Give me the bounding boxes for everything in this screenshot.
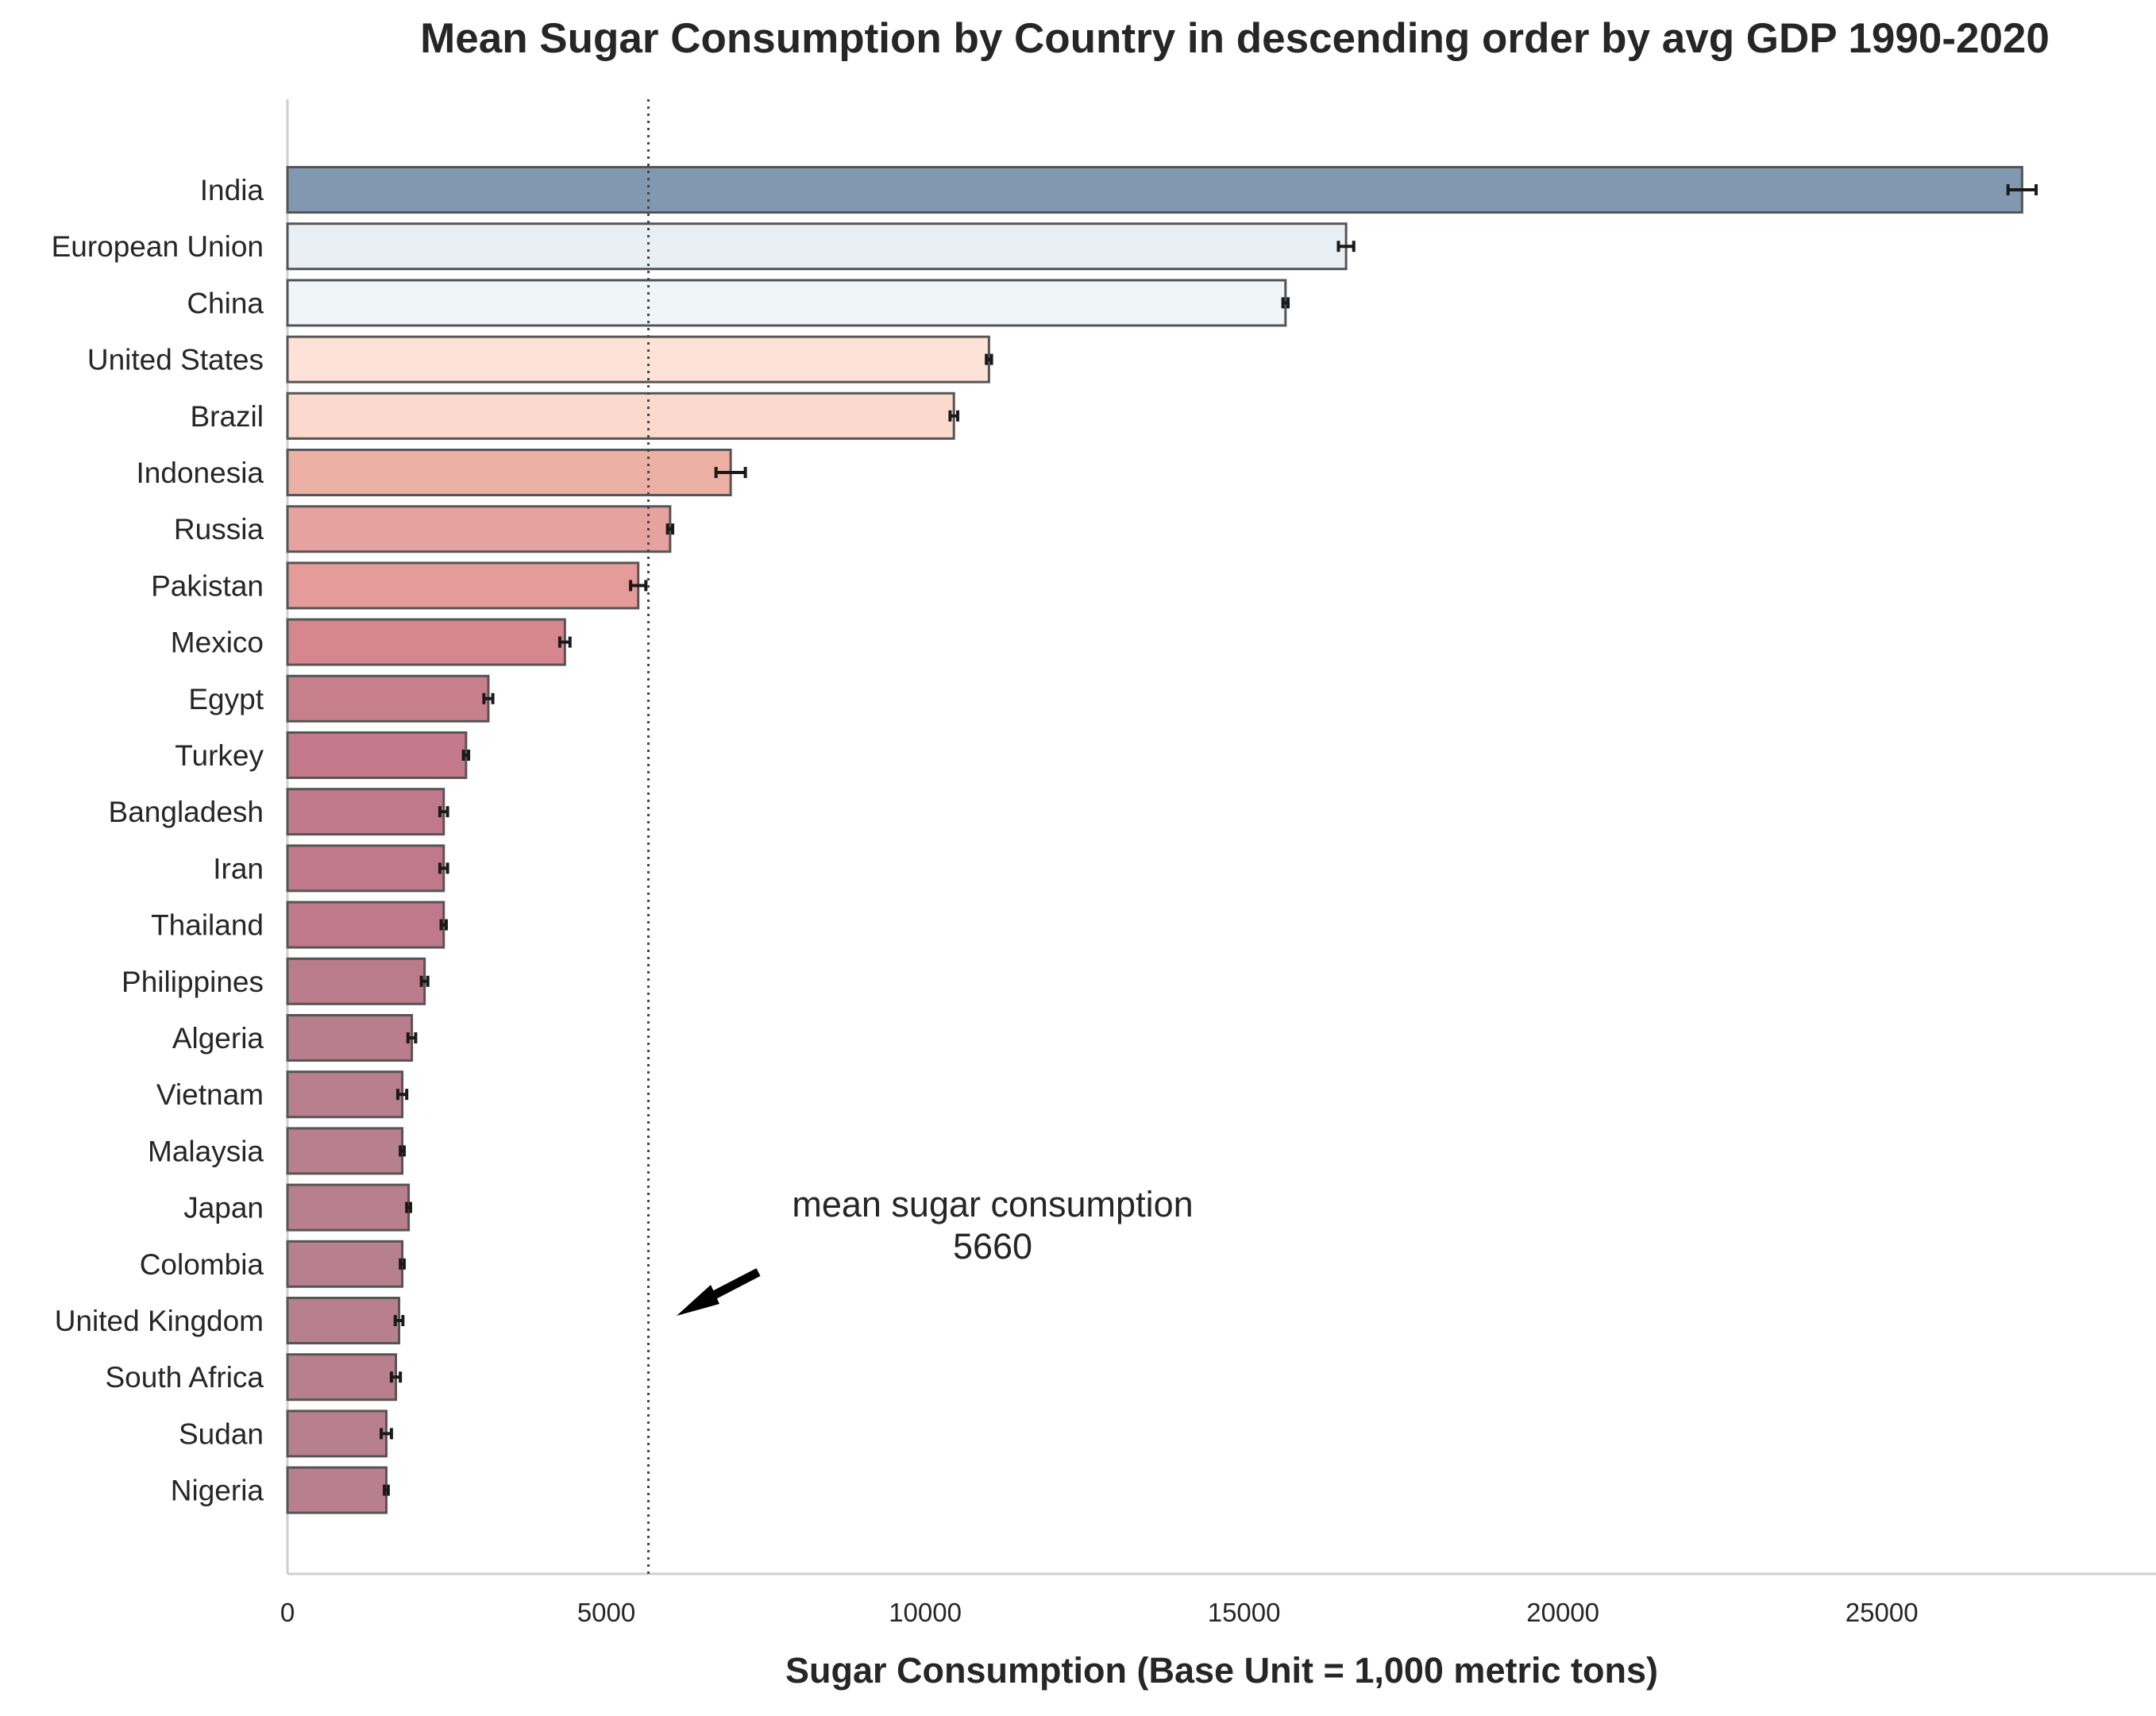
- y-tick-label-indonesia: Indonesia: [137, 457, 264, 489]
- error-bar-indonesia: [714, 467, 747, 478]
- y-tick-label-european-union: European Union: [52, 230, 264, 263]
- bar-united-kingdom: [286, 1297, 401, 1344]
- bar-colombia: [286, 1240, 404, 1288]
- error-bar-nigeria: [383, 1484, 390, 1496]
- x-tick-label-5000: 5000: [577, 1598, 635, 1627]
- error-bar-india: [2006, 184, 2038, 195]
- y-tick-label-bangladesh: Bangladesh: [109, 796, 264, 828]
- error-bar-russia: [665, 523, 675, 535]
- x-tick-label-10000: 10000: [889, 1598, 962, 1627]
- bar-sudan: [286, 1409, 388, 1458]
- bar-mexico: [286, 618, 566, 666]
- error-bar-japan: [405, 1201, 412, 1213]
- bar-united-states: [286, 335, 990, 384]
- error-bar-colombia: [399, 1258, 406, 1270]
- error-bar-united-states: [985, 353, 993, 365]
- y-tick-label-nigeria: Nigeria: [171, 1475, 264, 1507]
- error-bar-bangladesh: [438, 806, 449, 818]
- error-bar-south-africa: [389, 1371, 403, 1383]
- bar-egypt: [286, 674, 490, 723]
- mean-annotation: mean sugar consumption 5660: [715, 1183, 1271, 1267]
- bar-china: [286, 279, 1287, 327]
- y-tick-label-sudan: Sudan: [179, 1417, 264, 1450]
- y-tick-label-thailand: Thailand: [151, 909, 264, 942]
- error-bar-european-union: [1336, 241, 1356, 253]
- error-bar-mexico: [557, 636, 572, 648]
- bar-thailand: [286, 900, 445, 949]
- x-tick-labels: 0 5000 10000 15000 20000 25000: [280, 1598, 1919, 1627]
- y-tick-label-mexico: Mexico: [171, 627, 264, 659]
- y-tick-label-russia: Russia: [174, 513, 264, 546]
- bar-bangladesh: [286, 788, 445, 836]
- bars-layer: [286, 166, 2023, 1514]
- x-tick-label-20000: 20000: [1526, 1598, 1599, 1627]
- bar-pakistan: [286, 561, 640, 610]
- error-bar-brazil: [948, 410, 960, 422]
- y-tick-label-japan: Japan: [183, 1192, 264, 1224]
- y-tick-label-south-africa: South Africa: [105, 1361, 264, 1394]
- error-bar-pakistan: [629, 580, 648, 592]
- annotation-line-2: 5660: [952, 1226, 1033, 1267]
- bar-vietnam: [286, 1070, 404, 1119]
- x-tick-label-15000: 15000: [1208, 1598, 1281, 1627]
- annotation-line-1: mean sugar consumption: [792, 1184, 1194, 1224]
- chart-title: Mean Sugar Consumption by Country in des…: [420, 15, 2050, 62]
- y-tick-label-brazil: Brazil: [190, 400, 264, 433]
- error-bar-vietnam: [395, 1089, 409, 1101]
- bar-russia: [286, 505, 672, 553]
- y-tick-label-malaysia: Malaysia: [148, 1135, 264, 1167]
- error-bars-layer: [380, 184, 2038, 1496]
- bar-south-africa: [286, 1353, 398, 1402]
- bar-european-union: [286, 222, 1348, 271]
- error-bar-united-kingdom: [393, 1315, 405, 1326]
- y-tick-label-vietnam: Vietnam: [156, 1078, 264, 1111]
- y-tick-label-colombia: Colombia: [140, 1248, 264, 1281]
- error-bar-egypt: [482, 692, 495, 704]
- bar-philippines: [286, 957, 426, 1005]
- y-tick-label-india: India: [200, 174, 264, 206]
- y-tick-label-philippines: Philippines: [121, 966, 264, 998]
- x-tick-label-0: 0: [280, 1598, 295, 1627]
- error-bar-thailand: [439, 919, 448, 931]
- bar-turkey: [286, 731, 468, 779]
- bar-japan: [286, 1183, 411, 1232]
- x-axis-label: Sugar Consumption (Base Unit = 1,000 met…: [785, 1650, 1658, 1691]
- y-tick-label-pakistan: Pakistan: [151, 569, 264, 602]
- bar-indonesia: [286, 449, 732, 496]
- bar-india: [286, 166, 2023, 214]
- error-bar-sudan: [380, 1428, 393, 1440]
- error-bar-turkey: [461, 750, 471, 761]
- y-tick-label-egypt: Egypt: [188, 683, 264, 715]
- error-bar-iran: [438, 862, 449, 874]
- bar-brazil: [286, 391, 955, 440]
- y-tick-labels: India European Union China United States Bra…: [52, 174, 264, 1507]
- error-bar-philippines: [419, 975, 430, 987]
- error-bar-malaysia: [399, 1145, 406, 1157]
- y-tick-label-china: China: [187, 287, 264, 319]
- bar-malaysia: [286, 1127, 404, 1175]
- annotation-arrow: [677, 1268, 761, 1316]
- bar-nigeria: [286, 1466, 388, 1514]
- x-tick-label-25000: 25000: [1846, 1598, 1919, 1627]
- bar-iran: [286, 844, 445, 893]
- y-tick-label-united-states: United States: [87, 344, 264, 376]
- y-tick-label-algeria: Algeria: [172, 1022, 264, 1055]
- y-tick-label-united-kingdom: United Kingdom: [55, 1305, 264, 1337]
- error-bar-china: [1281, 297, 1290, 309]
- y-tick-label-turkey: Turkey: [175, 739, 264, 772]
- y-tick-label-iran: Iran: [213, 852, 264, 885]
- bar-algeria: [286, 1014, 414, 1062]
- error-bar-algeria: [406, 1032, 418, 1043]
